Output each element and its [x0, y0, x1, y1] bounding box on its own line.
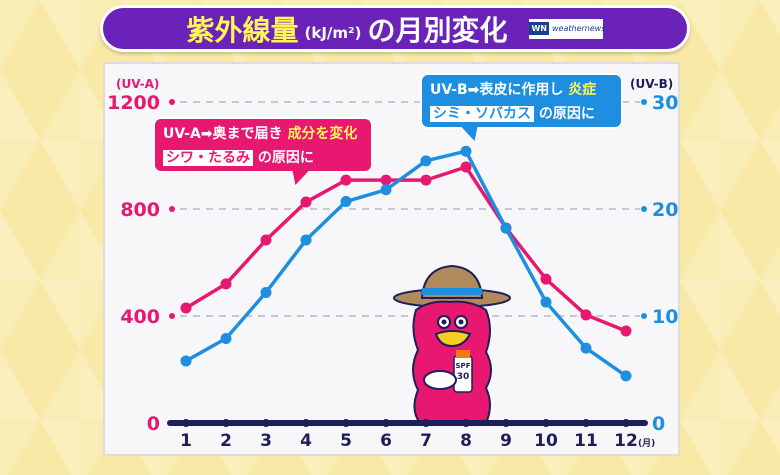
- x-tick-mark: [622, 419, 630, 427]
- series-line-uv-b: [185, 149, 627, 378]
- series-line-uv-a: [185, 165, 627, 333]
- data-point-uv-a: [300, 196, 312, 208]
- data-point-uv-a: [540, 273, 552, 285]
- left-axis-label: (UV-A): [116, 77, 159, 91]
- uva-callout: UV-A➡奥まで届き 成分を変化 シワ・たるみ の原因に: [153, 117, 373, 185]
- left-tick-mark: [169, 313, 175, 319]
- data-point-uv-b: [460, 145, 472, 157]
- weathernews-logo: WN weathernews: [529, 18, 606, 39]
- x-tick-label: 2: [220, 431, 232, 451]
- x-tick-mark: [502, 419, 510, 427]
- x-tick-label: 6: [380, 431, 392, 451]
- data-point-uv-b: [300, 234, 312, 246]
- x-tick-label: 11: [574, 431, 598, 451]
- data-point-uv-b: [580, 342, 592, 354]
- title-rest: の月別変化: [367, 13, 508, 47]
- x-tick-mark: [222, 419, 230, 427]
- data-point-uv-a: [380, 174, 392, 186]
- x-axis-unit: (月): [638, 438, 655, 449]
- data-point-uv-b: [500, 222, 512, 234]
- x-tick-mark: [182, 419, 190, 427]
- uvb-callout: UV-B➡表皮に作用し 炎症 シミ・ソバカス の原因に: [420, 73, 623, 141]
- data-point-uv-b: [420, 155, 432, 167]
- data-point-uv-b: [540, 296, 552, 308]
- mascot-illustration: SPF 30: [393, 264, 511, 424]
- right-tick-label: 10: [652, 306, 678, 328]
- left-tick-label: 1200: [107, 92, 160, 114]
- right-axis-label: (UV-B): [630, 77, 673, 91]
- data-point-uv-a: [180, 302, 192, 314]
- data-point-uv-a: [580, 309, 592, 321]
- data-point-uv-b: [260, 286, 272, 298]
- data-point-uv-b: [620, 370, 632, 382]
- x-tick-label: 7: [420, 431, 432, 451]
- spf-value: 30: [457, 372, 470, 382]
- x-tick-mark: [342, 419, 350, 427]
- x-tick-label: 9: [500, 431, 512, 451]
- x-tick-mark: [382, 419, 390, 427]
- data-point-uv-a: [460, 161, 472, 173]
- left-tick-mark: [169, 99, 175, 105]
- x-tick-mark: [262, 419, 270, 427]
- left-tick-label: 0: [147, 413, 160, 435]
- title-unit: (kJ/m²): [304, 23, 362, 42]
- x-tick-mark: [582, 419, 590, 427]
- x-tick-label: 4: [300, 431, 312, 451]
- data-point-uv-b: [380, 184, 392, 196]
- title-main: 紫外線量: [186, 13, 299, 47]
- data-point-uv-a: [420, 174, 432, 186]
- data-point-uv-b: [220, 332, 232, 344]
- x-tick-label: 3: [260, 431, 272, 451]
- x-tick-mark: [462, 419, 470, 427]
- x-tick-mark: [302, 419, 310, 427]
- x-tick-label: 12: [614, 431, 638, 451]
- x-tick-mark: [422, 419, 430, 427]
- left-tick-mark: [169, 206, 175, 212]
- data-point-uv-a: [220, 278, 232, 290]
- right-tick-mark: [641, 99, 647, 105]
- left-tick-label: 800: [120, 199, 160, 221]
- x-tick-label: 5: [340, 431, 352, 451]
- data-point-uv-b: [340, 196, 352, 208]
- right-tick-label: 20: [652, 199, 678, 221]
- spf-label: SPF: [456, 362, 471, 370]
- left-tick-label: 400: [120, 306, 160, 328]
- data-point-uv-a: [620, 325, 632, 337]
- right-tick-label: 0: [652, 413, 665, 435]
- x-tick-label: 10: [534, 431, 558, 451]
- x-tick-label: 8: [460, 431, 472, 451]
- x-tick-mark: [542, 419, 550, 427]
- data-point-uv-b: [180, 355, 192, 367]
- data-point-uv-a: [260, 234, 272, 246]
- title-bar: 紫外線量 (kJ/m²) の月別変化 WN weathernews: [100, 5, 690, 52]
- data-point-uv-a: [340, 174, 352, 186]
- right-tick-mark: [641, 313, 647, 319]
- right-tick-mark: [641, 206, 647, 212]
- right-tick-label: 30: [652, 92, 678, 114]
- x-tick-label: 1: [180, 431, 192, 451]
